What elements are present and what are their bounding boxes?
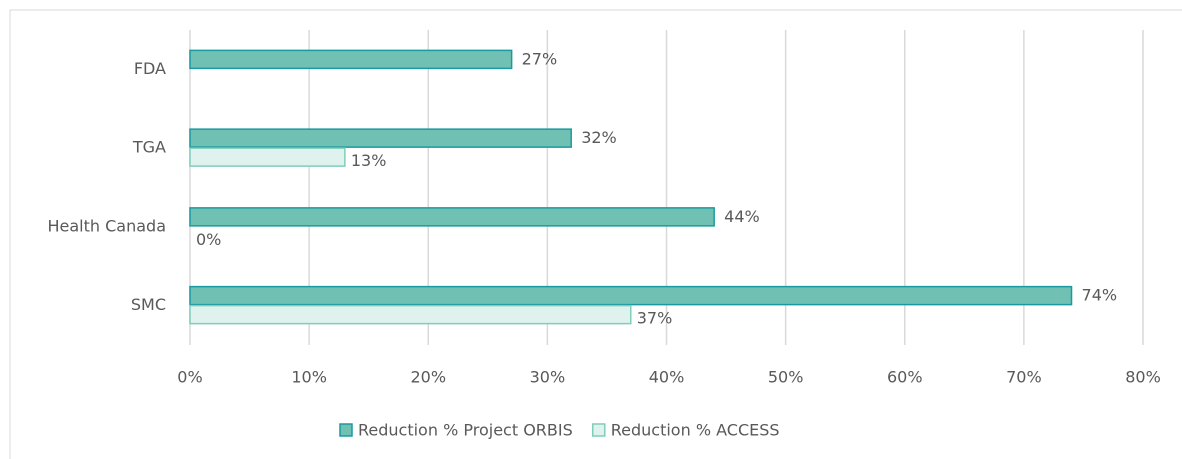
data-label: 0% — [196, 230, 221, 249]
data-label: 32% — [581, 128, 617, 147]
legend-label: Reduction % ACCESS — [611, 421, 780, 440]
bar — [189, 207, 715, 227]
bar — [189, 128, 572, 148]
x-tick-label: 60% — [887, 368, 923, 387]
legend-swatch — [592, 423, 606, 437]
x-tick-label: 80% — [1125, 368, 1161, 387]
data-label: 37% — [637, 309, 673, 328]
x-tick-label: 70% — [1006, 368, 1042, 387]
data-label: 74% — [1082, 286, 1118, 305]
y-tick-label: Health Canada — [47, 216, 166, 235]
x-tick-label: 0% — [177, 368, 202, 387]
x-tick-label: 30% — [530, 368, 566, 387]
bar — [189, 147, 346, 167]
chart-frame — [9, 9, 1182, 459]
y-tick-label: FDA — [134, 59, 166, 78]
bar — [189, 49, 513, 70]
x-tick-label: 50% — [768, 368, 804, 387]
data-label: 27% — [522, 49, 558, 68]
x-tick-label: 40% — [649, 368, 685, 387]
legend-swatch — [339, 423, 353, 437]
x-tick-label: 10% — [291, 368, 327, 387]
x-tick-label: 20% — [410, 368, 446, 387]
bar — [189, 304, 632, 325]
data-label: 44% — [724, 207, 760, 226]
y-tick-label: TGA — [132, 138, 166, 157]
y-tick-label: SMC — [131, 295, 166, 314]
data-label: 13% — [351, 151, 387, 170]
bar — [189, 285, 1073, 306]
legend-label: Reduction % Project ORBIS — [358, 421, 573, 440]
